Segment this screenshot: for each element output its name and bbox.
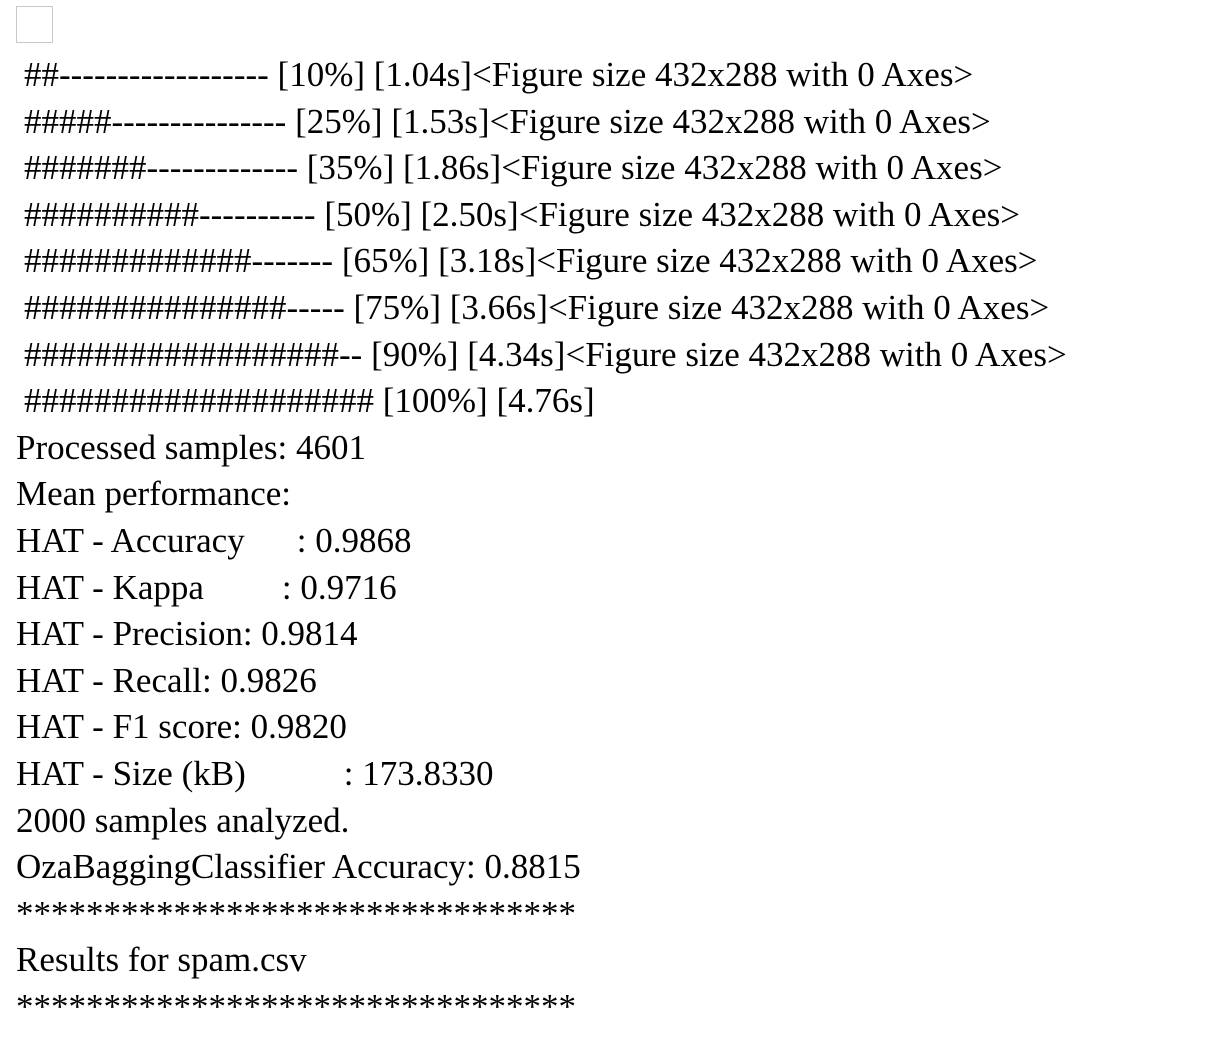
samples-analyzed: 2000 samples analyzed. [16, 800, 350, 840]
cell-checkbox[interactable] [16, 6, 53, 43]
progress-percent: [65%] [341, 241, 430, 281]
progress-time: [4.76s] [496, 381, 595, 421]
metric-value: : 0.9868 [296, 520, 412, 560]
progress-bar: #####--------------- [24, 101, 287, 141]
metric-label: HAT - Size (kB) [16, 753, 246, 793]
metric-size: HAT - Size (kB) : 173.8330 [16, 751, 1201, 798]
metric-f1: HAT - F1 score: 0.9820 [16, 707, 347, 747]
metric-kappa: HAT - Kappa : 0.9716 [16, 565, 1201, 612]
progress-bar: ##########---------- [24, 194, 316, 234]
metric-recall: HAT - Recall: 0.9826 [16, 660, 317, 700]
figure-text: <Figure size 432x288 with 0 Axes> [565, 334, 1067, 374]
metric-accuracy: HAT - Accuracy : 0.9868 [16, 518, 1201, 565]
progress-time: [4.34s] [467, 334, 566, 374]
mean-performance-header: Mean performance: [16, 474, 291, 514]
progress-line: ##------------------ [10%] [1.04s]<Figur… [16, 52, 1201, 99]
progress-bar: ##################-- [24, 334, 363, 374]
metric-value: : 173.8330 [343, 753, 494, 793]
figure-text: <Figure size 432x288 with 0 Axes> [489, 101, 991, 141]
progress-line: ###############----- [75%] [3.66s]<Figur… [16, 285, 1201, 332]
progress-bar: #######------------- [24, 148, 299, 188]
progress-time: [1.86s] [403, 148, 502, 188]
progress-percent: [35%] [306, 148, 395, 188]
processed-samples: Processed samples: 4601 [16, 427, 366, 467]
metric-label: HAT - Accuracy [16, 520, 245, 560]
progress-percent: [10%] [277, 55, 366, 94]
progress-time: [1.04s] [373, 55, 472, 94]
progress-line: #######------------- [35%] [1.86s]<Figur… [16, 145, 1201, 192]
progress-percent: [25%] [295, 101, 383, 141]
progress-bar: ##------------------ [24, 55, 269, 94]
progress-line: #####--------------- [25%] [1.53s]<Figur… [16, 99, 1201, 146]
figure-text: <Figure size 432x288 with 0 Axes> [547, 287, 1050, 327]
progress-percent: [100%] [382, 381, 488, 421]
figure-text: <Figure size 432x288 with 0 Axes> [471, 55, 974, 94]
progress-time: [3.66s] [449, 287, 548, 327]
cell-output: ##------------------ [10%] [1.04s]<Figur… [16, 52, 1201, 1030]
metric-label: HAT - Kappa [16, 567, 204, 607]
progress-line: ##########---------- [50%] [2.50s]<Figur… [16, 192, 1201, 239]
figure-text: <Figure size 432x288 with 0 Axes> [501, 148, 1003, 188]
figure-text: <Figure size 432x288 with 0 Axes> [518, 194, 1020, 234]
progress-time: [1.53s] [391, 101, 490, 141]
progress-time: [2.50s] [420, 194, 519, 234]
oza-accuracy: OzaBaggingClassifier Accuracy: 0.8815 [16, 847, 581, 887]
progress-bar: #############------- [24, 241, 334, 281]
progress-line: #############------- [65%] [3.18s]<Figur… [16, 238, 1201, 285]
progress-line: #################### [100%] [4.76s] [16, 378, 1201, 425]
progress-line: ##################-- [90%] [4.34s]<Figur… [16, 332, 1201, 379]
progress-bar: #################### [24, 381, 374, 421]
progress-percent: [75%] [353, 287, 441, 327]
figure-text: <Figure size 432x288 with 0 Axes> [536, 241, 1038, 281]
results-title: Results for spam.csv [16, 940, 307, 980]
progress-bar: ###############----- [24, 287, 345, 327]
progress-time: [3.18s] [438, 241, 537, 281]
separator-bottom: ******************************** [16, 986, 576, 1026]
metric-value: : 0.9716 [281, 567, 397, 607]
progress-percent: [90%] [371, 334, 459, 374]
metric-precision: HAT - Precision: 0.9814 [16, 614, 358, 654]
separator-top: ******************************** [16, 893, 576, 933]
progress-percent: [50%] [324, 194, 412, 234]
